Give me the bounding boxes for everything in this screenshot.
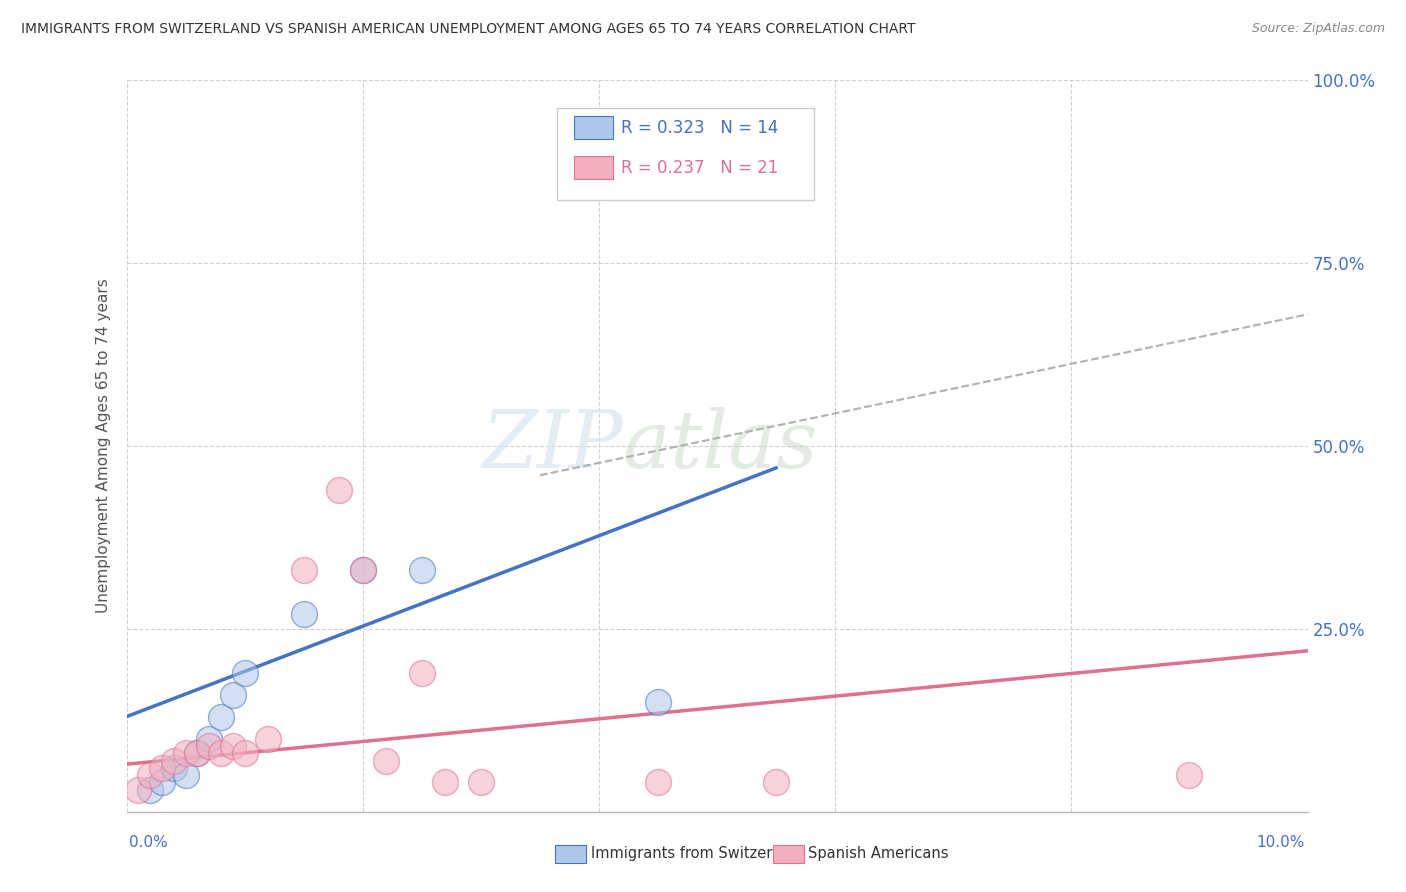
- Text: 10.0%: 10.0%: [1257, 836, 1305, 850]
- Text: ZIP: ZIP: [481, 408, 623, 484]
- Point: [292, 563, 315, 577]
- Point: [222, 739, 245, 753]
- Point: [139, 782, 162, 797]
- Point: [765, 775, 787, 789]
- Text: Source: ZipAtlas.com: Source: ZipAtlas.com: [1251, 22, 1385, 36]
- Point: [352, 563, 374, 577]
- Point: [139, 768, 162, 782]
- Point: [209, 746, 232, 760]
- Point: [706, 117, 728, 131]
- Point: [328, 483, 350, 497]
- Point: [257, 731, 280, 746]
- Point: [163, 754, 186, 768]
- Point: [150, 775, 173, 789]
- Text: Spanish Americans: Spanish Americans: [808, 847, 949, 861]
- Point: [150, 761, 173, 775]
- Point: [411, 563, 433, 577]
- Point: [174, 746, 197, 760]
- Text: R = 0.237   N = 21: R = 0.237 N = 21: [621, 159, 779, 177]
- Point: [1178, 768, 1201, 782]
- Point: [127, 782, 149, 797]
- Point: [352, 563, 374, 577]
- Point: [186, 746, 208, 760]
- Point: [233, 665, 256, 680]
- Point: [174, 768, 197, 782]
- Point: [233, 746, 256, 760]
- Point: [647, 775, 669, 789]
- Text: 0.0%: 0.0%: [129, 836, 169, 850]
- Text: Immigrants from Switzerland: Immigrants from Switzerland: [591, 847, 804, 861]
- Point: [647, 695, 669, 709]
- Point: [292, 607, 315, 622]
- Point: [198, 739, 221, 753]
- Text: atlas: atlas: [623, 408, 818, 484]
- Y-axis label: Unemployment Among Ages 65 to 74 years: Unemployment Among Ages 65 to 74 years: [96, 278, 111, 614]
- Point: [411, 665, 433, 680]
- Point: [198, 731, 221, 746]
- Point: [186, 746, 208, 760]
- Text: IMMIGRANTS FROM SWITZERLAND VS SPANISH AMERICAN UNEMPLOYMENT AMONG AGES 65 TO 74: IMMIGRANTS FROM SWITZERLAND VS SPANISH A…: [21, 22, 915, 37]
- Point: [470, 775, 492, 789]
- Point: [375, 754, 398, 768]
- Point: [434, 775, 457, 789]
- Point: [209, 709, 232, 723]
- Text: R = 0.323   N = 14: R = 0.323 N = 14: [621, 119, 779, 136]
- Point: [163, 761, 186, 775]
- Point: [222, 688, 245, 702]
